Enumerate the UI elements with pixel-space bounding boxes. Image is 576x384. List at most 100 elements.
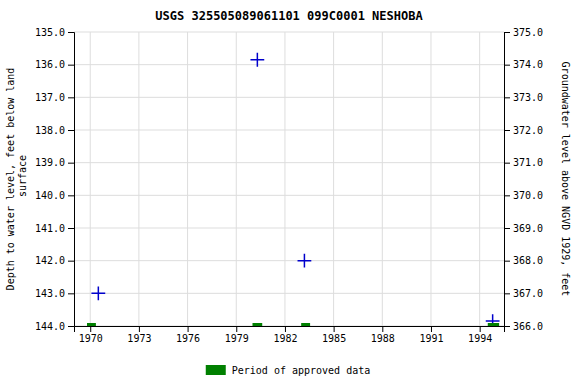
tick: 1985 — [322, 326, 346, 344]
tick-mark — [68, 195, 74, 196]
tick-mark — [504, 130, 510, 131]
tick-label: 367.0 — [513, 288, 543, 299]
tick-mark — [504, 32, 510, 33]
segment — [488, 323, 499, 326]
tick-mark — [334, 326, 335, 332]
axis-title: Depth to water level, feet below land su… — [5, 68, 28, 291]
tick-label: 138.0 — [35, 125, 65, 136]
axis-line — [505, 33, 511, 327]
tick-label: 371.0 — [513, 157, 543, 168]
tick-label: 373.0 — [513, 92, 543, 103]
grid-line — [430, 32, 431, 326]
segment — [301, 323, 310, 326]
tick-mark — [68, 97, 74, 98]
point — [250, 53, 264, 67]
grid-line — [74, 162, 504, 163]
axis-title-line: Depth to water level, feet below land — [5, 68, 16, 291]
tick-mark — [68, 163, 74, 164]
tick-label: 1994 — [468, 333, 492, 344]
tick-mark — [188, 326, 189, 332]
tick-mark — [68, 326, 74, 327]
tick-label: 144.0 — [35, 321, 65, 332]
tick-label: 1985 — [322, 333, 346, 344]
tick: 1994 — [468, 326, 492, 344]
tick-mark — [285, 326, 286, 332]
axis-title-line: surface — [17, 155, 28, 203]
axis: 135.0 136.0 137.0 138.0 139.0 140.0 141.0 142.0… — [35, 27, 75, 332]
legend: Period of approved data — [206, 365, 370, 376]
tick: 1991 — [419, 326, 443, 344]
tick-mark — [504, 261, 510, 262]
tick-mark — [236, 326, 237, 332]
tick: 141.0 — [35, 223, 74, 234]
grid-line — [74, 293, 504, 294]
legend-item: Period of approved data — [206, 365, 370, 376]
tick: 1976 — [176, 326, 200, 344]
tick: 136.0 — [35, 59, 74, 70]
tick-label: 1973 — [127, 333, 151, 344]
tick: 139.0 — [35, 157, 74, 168]
tick: 369.0 — [504, 223, 543, 234]
tick: 1979 — [225, 326, 249, 344]
tick-label: 375.0 — [513, 27, 543, 38]
tick: 138.0 — [35, 125, 74, 136]
tick-mark — [504, 65, 510, 66]
grid-line — [74, 228, 504, 229]
tick-label: 137.0 — [35, 92, 65, 103]
grid-line — [333, 32, 334, 326]
tick-label: 135.0 — [35, 27, 65, 38]
tick-mark — [431, 326, 432, 332]
title: USGS 325505089061101 099C0001 NESHOBA — [155, 9, 423, 23]
grid-line — [382, 32, 383, 326]
tick-label: 143.0 — [35, 288, 65, 299]
tick: 367.0 — [504, 288, 543, 299]
tick-label: 139.0 — [35, 157, 65, 168]
tick-label: 1970 — [79, 333, 103, 344]
axis-title: Groundwater level above NGVD 1929, feet — [560, 62, 571, 297]
axis-line — [68, 33, 75, 327]
tick-mark — [504, 326, 510, 327]
tick-mark — [68, 32, 74, 33]
tick-label: 1982 — [273, 333, 297, 344]
tick-label: 368.0 — [513, 255, 543, 266]
tick-label: 369.0 — [513, 223, 543, 234]
tick: 1970 — [79, 326, 103, 344]
tick-mark — [480, 326, 481, 332]
tick: 135.0 — [35, 27, 74, 38]
tick: 371.0 — [504, 157, 543, 168]
tick-label: 366.0 — [513, 321, 543, 332]
tick: 1982 — [273, 326, 297, 344]
legend-label: Period of approved data — [232, 365, 370, 376]
tick-mark — [504, 97, 510, 98]
axis-title-line: Groundwater level above NGVD 1929, feet — [560, 62, 571, 297]
grid — [74, 32, 504, 326]
tick: 370.0 — [504, 190, 543, 201]
grid-line — [138, 32, 139, 326]
tick-label: 1988 — [371, 333, 395, 344]
tick: 1988 — [371, 326, 395, 344]
tick-label: 142.0 — [35, 255, 65, 266]
chart: 1970 1973 1976 1979 1982 1985 1988 1991 1994 135.… — [0, 0, 576, 384]
grid-line — [74, 32, 504, 33]
tick-mark — [504, 293, 510, 294]
tick-mark — [68, 261, 74, 262]
tick-label: 1979 — [225, 333, 249, 344]
tick-mark — [68, 293, 74, 294]
tick-label: 136.0 — [35, 59, 65, 70]
tick: 142.0 — [35, 255, 74, 266]
tick-mark — [68, 228, 74, 229]
tick-mark — [139, 326, 140, 332]
point — [486, 314, 500, 326]
tick: 143.0 — [35, 288, 74, 299]
tick: 374.0 — [504, 59, 543, 70]
segment — [252, 323, 262, 326]
grid-line — [74, 195, 504, 196]
grid-line — [284, 32, 285, 326]
tick-label: 140.0 — [35, 190, 65, 201]
grid-line — [90, 32, 91, 326]
grid-line — [236, 32, 237, 326]
grid-line — [74, 64, 504, 65]
segment — [87, 323, 96, 326]
axis: 375.0374.0373.0372.0371.0370.0369.0368.0… — [504, 27, 543, 332]
tick: 375.0 — [504, 27, 543, 38]
